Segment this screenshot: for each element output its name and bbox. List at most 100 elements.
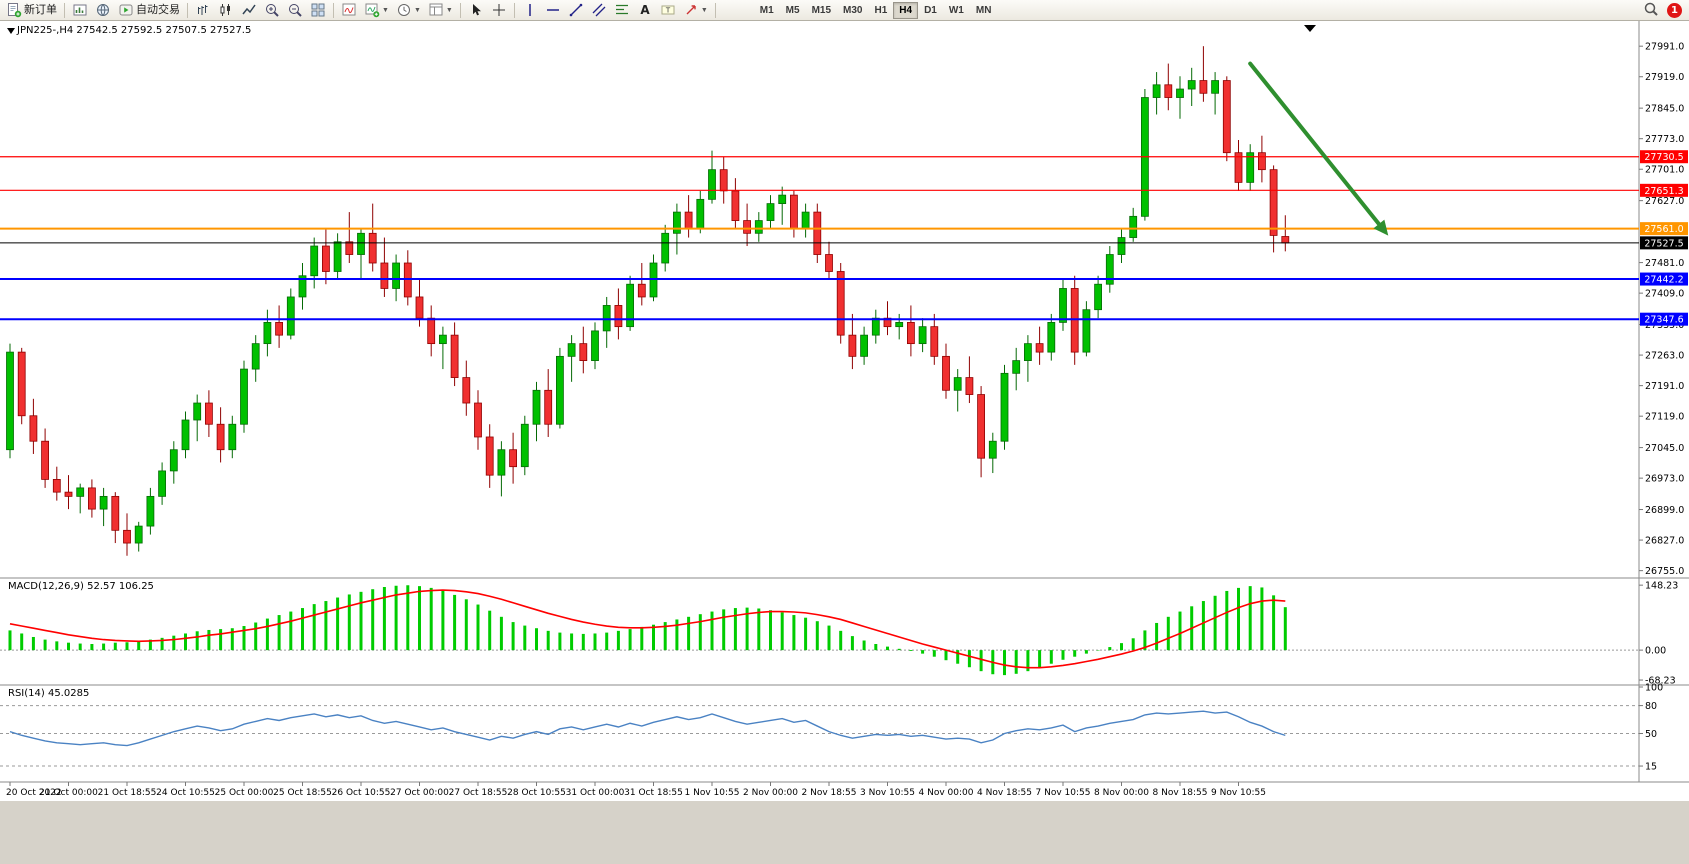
new-order-button[interactable]: 新订单 [3, 1, 60, 19]
macd-signal-line [9, 589, 1286, 669]
periods-button[interactable]: ▼ [393, 1, 424, 19]
crosshair-icon [491, 2, 507, 18]
auto-trading-button[interactable]: 自动交易 [115, 1, 183, 19]
toolbar-separator [714, 2, 716, 18]
vertical-line-button[interactable] [519, 1, 541, 19]
trendline-icon [568, 2, 584, 18]
svg-text:27845.0: 27845.0 [1645, 104, 1684, 115]
equidistant-channel-button[interactable] [588, 1, 610, 19]
svg-text:27730.5: 27730.5 [1644, 152, 1683, 163]
new-chart-button[interactable] [69, 1, 91, 19]
svg-text:27991.0: 27991.0 [1645, 42, 1684, 53]
text-label-button[interactable]: T [657, 1, 679, 19]
arrows-button[interactable]: ▼ [680, 1, 711, 19]
level-line-27527.5[interactable]: 27527.5 [0, 236, 1688, 250]
text-button[interactable]: A [634, 1, 656, 19]
svg-text:4 Nov 00:00: 4 Nov 00:00 [919, 788, 974, 798]
timeframe-w1[interactable]: W1 [943, 2, 970, 19]
chevron-down-icon: ▼ [382, 6, 389, 14]
level-line-27730.5[interactable]: 27730.5 [0, 150, 1688, 164]
timeframe-h1[interactable]: H1 [868, 2, 893, 19]
level-line-27561.0[interactable]: 27561.0 [0, 222, 1688, 236]
toolbar-separator [64, 2, 65, 18]
chart-shift-marker[interactable] [1304, 25, 1316, 32]
svg-text:27442.2: 27442.2 [1644, 275, 1683, 286]
tile-windows-button[interactable] [307, 1, 329, 19]
templates-button[interactable]: ▼ [425, 1, 456, 19]
svg-text:A: A [640, 3, 650, 17]
svg-text:8 Nov 18:55: 8 Nov 18:55 [1153, 788, 1208, 798]
candlestick-mode-button[interactable] [215, 1, 237, 19]
macd-label: MACD(12,26,9) 52.57 106.25 [8, 581, 154, 592]
chart-window[interactable]: 27991.0 27919.0 27845.0 27773.0 27701.0 27627… [0, 21, 1689, 801]
auto-trading-icon [118, 2, 134, 18]
level-line-27347.6[interactable]: 27347.6 [0, 312, 1688, 326]
svg-text:27347.6: 27347.6 [1644, 315, 1683, 326]
svg-text:2 Nov 00:00: 2 Nov 00:00 [743, 788, 798, 798]
trend-arrow[interactable] [1248, 61, 1389, 236]
price-badge [1640, 150, 1688, 164]
symbol-dropdown-icon[interactable] [7, 28, 15, 34]
rsi-axis[interactable]: 100 80 50 15 [1639, 683, 1663, 773]
zoom-in-icon [264, 2, 280, 18]
svg-text:21 Oct 18:55: 21 Oct 18:55 [98, 788, 157, 798]
timeframe-m30[interactable]: M30 [837, 2, 868, 19]
channel-icon [591, 2, 607, 18]
main-toolbar: 新订单 自动交易 ▼ ▼ ▼ A T ▼ M1 M5 M15 M30 H1 H4 D1 W1 MN 1 [0, 0, 1689, 21]
add-indicator-icon [364, 2, 380, 18]
chevron-down-icon: ▼ [413, 6, 421, 14]
zoom-in-button[interactable] [261, 1, 283, 19]
line-chart-mode-button[interactable] [238, 1, 260, 19]
zoom-out-button[interactable] [284, 1, 306, 19]
price-badge [1640, 183, 1688, 197]
trendline-button[interactable] [565, 1, 587, 19]
svg-text:26 Oct 10:55: 26 Oct 10:55 [332, 788, 391, 798]
template-icon [428, 2, 444, 18]
timeframe-m1[interactable]: M1 [754, 2, 780, 19]
tile-icon [310, 2, 326, 18]
profiles-button[interactable] [92, 1, 114, 19]
bars-icon [195, 2, 211, 18]
svg-text:2 Nov 18:55: 2 Nov 18:55 [802, 788, 857, 798]
timeframe-h4[interactable]: H4 [893, 1, 919, 19]
price-chart[interactable]: 27991.0 27919.0 27845.0 27773.0 27701.0 27627… [0, 21, 1689, 801]
profiles-icon [95, 2, 111, 18]
svg-text:9 Nov 10:55: 9 Nov 10:55 [1211, 788, 1266, 798]
timeframe-m15[interactable]: M15 [806, 2, 837, 19]
svg-text:25 Oct 00:00: 25 Oct 00:00 [215, 788, 274, 798]
svg-text:0.00: 0.00 [1645, 646, 1666, 657]
add-indicator-button[interactable]: ▼ [361, 1, 392, 19]
svg-text:28 Oct 10:55: 28 Oct 10:55 [507, 788, 566, 798]
timeframe-d1[interactable]: D1 [918, 2, 943, 19]
macd-axis[interactable]: 148.23 0.00 -68.23 [1639, 581, 1678, 687]
search-button[interactable] [1640, 1, 1662, 19]
timeframe-mn[interactable]: MN [970, 2, 998, 19]
svg-text:27527.5: 27527.5 [1644, 238, 1683, 249]
timeframe-toolbar: M1 M5 M15 M30 H1 H4 D1 W1 MN [754, 1, 998, 19]
svg-text:27561.0: 27561.0 [1644, 224, 1683, 235]
crosshair-button[interactable] [488, 1, 510, 19]
svg-text:26827.0: 26827.0 [1645, 536, 1684, 547]
toolbar-separator [459, 2, 461, 18]
indicator-list-button[interactable] [338, 1, 360, 19]
horizontal-line-button[interactable] [542, 1, 564, 19]
svg-text:50: 50 [1645, 729, 1657, 740]
svg-text:3 Nov 10:55: 3 Nov 10:55 [860, 788, 915, 798]
notification-badge[interactable]: 1 [1667, 2, 1682, 18]
fibonacci-button[interactable] [611, 1, 633, 19]
price-axis[interactable]: 27991.0 27919.0 27845.0 27773.0 27701.0 27627… [1639, 42, 1684, 577]
svg-text:20 Oct 2022: 20 Oct 2022 [6, 788, 62, 798]
new-order-label: 新订单 [24, 4, 57, 16]
svg-text:31 Oct 00:00: 31 Oct 00:00 [566, 788, 625, 798]
timeframe-m5[interactable]: M5 [780, 2, 806, 19]
svg-text:15: 15 [1645, 762, 1657, 773]
svg-text:27627.0: 27627.0 [1645, 196, 1684, 207]
toolbar-separator [513, 2, 515, 18]
bar-chart-mode-button[interactable] [192, 1, 214, 19]
price-badge [1640, 236, 1688, 250]
indicators-icon [341, 2, 357, 18]
cursor-button[interactable] [465, 1, 487, 19]
level-line-27442.2[interactable]: 27442.2 [0, 272, 1688, 286]
level-line-27651.3[interactable]: 27651.3 [0, 183, 1688, 197]
